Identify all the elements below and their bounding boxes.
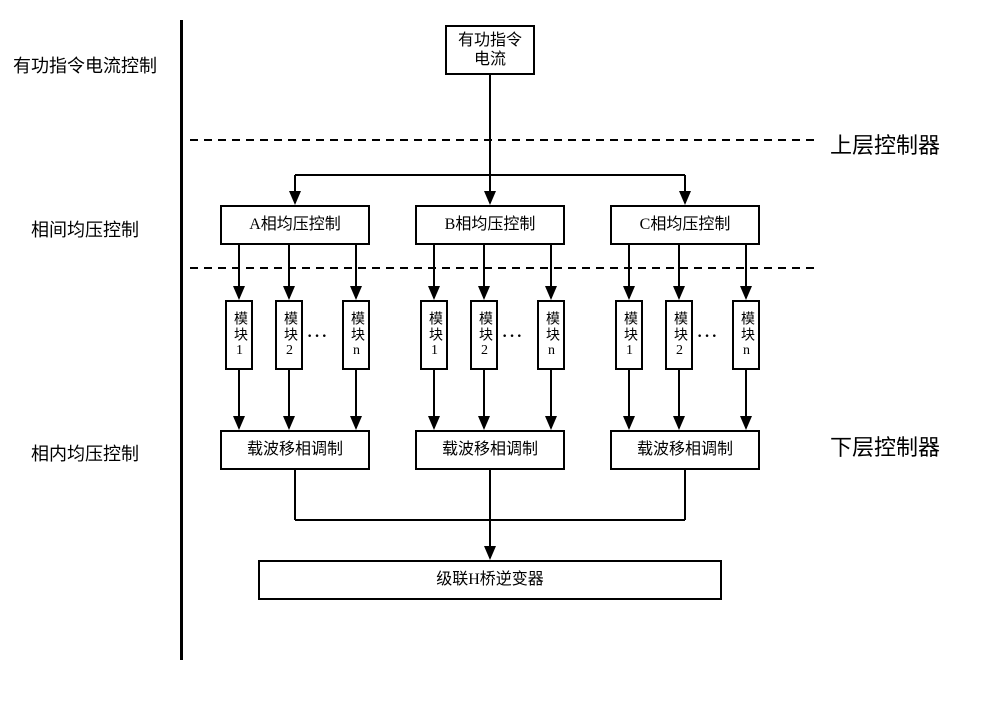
box-phase-c: C相均压控制	[610, 205, 760, 245]
label-interphase: 相间均压控制	[0, 216, 170, 242]
box-mod-bn: 模块n	[537, 300, 565, 370]
dots-b: ···	[502, 328, 524, 346]
dots-a: ···	[307, 328, 329, 346]
box-mod-an: 模块n	[342, 300, 370, 370]
box-mod-a1: 模块1	[225, 300, 253, 370]
label-intraphase: 相内均压控制	[0, 440, 170, 466]
box-pwm-b: 载波移相调制	[415, 430, 565, 470]
box-phase-b: B相均压控制	[415, 205, 565, 245]
box-inverter: 级联H桥逆变器	[258, 560, 722, 600]
box-pwm-c: 载波移相调制	[610, 430, 760, 470]
box-pwm-a: 载波移相调制	[220, 430, 370, 470]
vertical-separator	[180, 20, 183, 660]
connector-overlay	[0, 0, 1000, 707]
box-active-command: 有功指令 电流	[445, 25, 535, 75]
label-lower-controller: 下层控制器	[830, 430, 940, 462]
box-phase-a: A相均压控制	[220, 205, 370, 245]
dots-c: ···	[697, 328, 719, 346]
box-mod-c1: 模块1	[615, 300, 643, 370]
box-mod-b2: 模块2	[470, 300, 498, 370]
box-mod-c2: 模块2	[665, 300, 693, 370]
box-mod-cn: 模块n	[732, 300, 760, 370]
box-mod-a2: 模块2	[275, 300, 303, 370]
label-active-current: 有功指令电流控制	[0, 52, 170, 78]
label-upper-controller: 上层控制器	[830, 128, 940, 160]
box-mod-b1: 模块1	[420, 300, 448, 370]
